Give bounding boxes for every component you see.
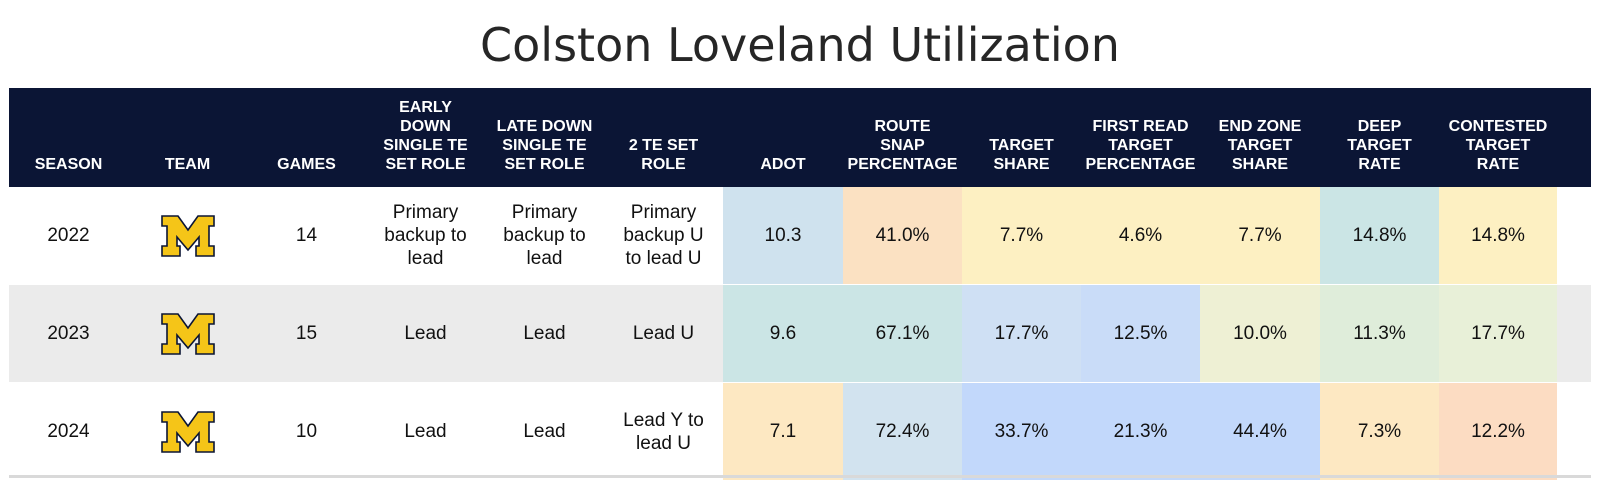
table-body: 2022 14 Primary backup to lead Primary back… bbox=[9, 187, 1591, 481]
cell-two-te-role: Lead Y to lead U bbox=[623, 409, 704, 454]
cell-target-share: 33.7% bbox=[962, 383, 1081, 480]
cell-deep-target-rate: 11.3% bbox=[1320, 285, 1439, 382]
cell-team bbox=[128, 187, 247, 284]
cell-early-down-role: Primary backup to lead bbox=[384, 202, 467, 269]
header-games: GAMES bbox=[277, 156, 336, 173]
michigan-block-m-icon bbox=[160, 312, 215, 355]
cell-end-zone-share: 7.7% bbox=[1200, 187, 1320, 284]
table-row: 2022 14 Primary backup to lead Primary back… bbox=[9, 187, 1591, 285]
header-late-down-role: LATE DOWN SINGLE TE SET ROLE bbox=[496, 118, 593, 173]
cell-contested-target-rate: 12.2% bbox=[1439, 383, 1557, 480]
cell-games: 10 bbox=[295, 421, 318, 442]
cell-target-share: 17.7% bbox=[962, 285, 1081, 382]
header-first-read-pct: FIRST READ TARGET PERCENTAGE bbox=[1085, 118, 1196, 173]
header-adot: ADOT bbox=[760, 156, 806, 173]
cell-route-snap-pct: 41.0% bbox=[843, 187, 962, 284]
header-end-zone-share: END ZONE TARGET SHARE bbox=[1218, 118, 1302, 173]
cell-first-read-pct: 12.5% bbox=[1081, 285, 1200, 382]
cell-end-zone-share: 44.4% bbox=[1200, 383, 1320, 480]
header-early-down-role: EARLY DOWN SINGLE TE SET ROLE bbox=[383, 99, 468, 173]
cell-late-down-role: Primary backup to lead bbox=[503, 202, 586, 269]
chart-title: Colston Loveland Utilization bbox=[480, 18, 1120, 72]
cell-team bbox=[128, 285, 247, 382]
cell-adot: 10.3 bbox=[723, 187, 843, 284]
cell-adot: 9.6 bbox=[723, 285, 843, 382]
cell-contested-target-rate: 14.8% bbox=[1439, 187, 1557, 284]
michigan-block-m-icon bbox=[160, 410, 215, 453]
table-bottom-rule bbox=[9, 475, 1591, 478]
header-team: TEAM bbox=[164, 156, 211, 173]
michigan-block-m-icon bbox=[160, 214, 215, 257]
cell-team bbox=[128, 383, 247, 480]
cell-two-te-role: Primary backup U to lead U bbox=[623, 202, 704, 269]
cell-target-share: 7.7% bbox=[962, 187, 1081, 284]
cell-season: 2022 bbox=[47, 225, 90, 246]
cell-route-snap-pct: 67.1% bbox=[843, 285, 962, 382]
header-route-snap-pct: ROUTE SNAP PERCENTAGE bbox=[847, 118, 958, 173]
header-target-share: TARGET SHARE bbox=[989, 137, 1054, 173]
cell-season: 2024 bbox=[47, 421, 90, 442]
cell-games: 14 bbox=[295, 225, 318, 246]
cell-deep-target-rate: 7.3% bbox=[1320, 383, 1439, 480]
cell-late-down-role: Lead bbox=[523, 323, 566, 344]
cell-first-read-pct: 21.3% bbox=[1081, 383, 1200, 480]
table-row: 2024 10 Lead Lead Lead Y to lead U 7.1 72.4% 33… bbox=[9, 383, 1591, 481]
cell-deep-target-rate: 14.8% bbox=[1320, 187, 1439, 284]
cell-early-down-role: Lead bbox=[404, 421, 447, 442]
header-deep-target-rate: DEEP TARGET RATE bbox=[1347, 118, 1412, 173]
cell-route-snap-pct: 72.4% bbox=[843, 383, 962, 480]
cell-early-down-role: Lead bbox=[404, 323, 447, 344]
header-contested-target-rate: CONTESTED TARGET RATE bbox=[1448, 118, 1548, 173]
table-row: 2023 15 Lead Lead Lead U 9.6 67.1% 17.7% 12.5% 10… bbox=[9, 285, 1591, 383]
cell-two-te-role: Lead U bbox=[632, 323, 695, 344]
header-two-te-role: 2 TE SET ROLE bbox=[628, 137, 699, 173]
cell-adot: 7.1 bbox=[723, 383, 843, 480]
utilization-table: SEASON TEAM GAMES EARLY DOWN SINGLE TE SET … bbox=[9, 88, 1591, 481]
cell-end-zone-share: 10.0% bbox=[1200, 285, 1320, 382]
cell-first-read-pct: 4.6% bbox=[1081, 187, 1200, 284]
cell-games: 15 bbox=[295, 323, 318, 344]
header-season: SEASON bbox=[34, 156, 103, 173]
cell-season: 2023 bbox=[47, 323, 90, 344]
table-header-row: SEASON TEAM GAMES EARLY DOWN SINGLE TE SET … bbox=[9, 88, 1591, 187]
cell-late-down-role: Lead bbox=[523, 421, 566, 442]
cell-contested-target-rate: 17.7% bbox=[1439, 285, 1557, 382]
